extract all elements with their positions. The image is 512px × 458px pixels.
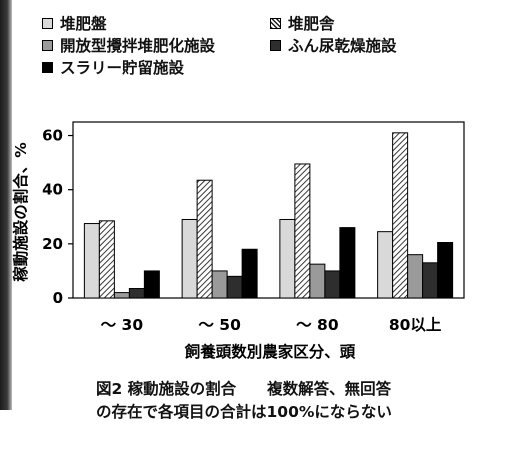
y-tick-label: 0 — [53, 289, 63, 307]
legend-label: ふん尿乾燥施設 — [288, 37, 397, 55]
caption-line-2: の存在で各項目の合計は100%にならない — [96, 403, 392, 421]
legend-swatch — [42, 61, 53, 73]
legend-item: 堆肥舎 — [270, 12, 335, 34]
bar — [181, 218, 198, 299]
bar-chart: 0 20 40 60 ～ 30 ～ 50 ～ 80 80以上 稼動施設の割合、% 飼養頭数別… — [11, 121, 465, 361]
x-tick-label: 80以上 — [389, 316, 442, 334]
legend-swatch — [270, 17, 281, 29]
bar — [211, 270, 228, 299]
figure-caption: 図2 稼動施設の割合 複数解答、無回答 の存在で各項目の合計は100%にならない — [96, 378, 392, 424]
legend-label: 開放型攪拌堆肥化施設 — [60, 37, 216, 55]
legend-swatch — [42, 39, 53, 51]
y-axis-label: 稼動施設の割合、% — [11, 142, 30, 282]
legend-swatch — [270, 39, 281, 51]
x-tick-label: ～ 80 — [296, 316, 339, 334]
bar — [339, 227, 356, 299]
bar — [309, 263, 326, 299]
legend-label: 堆肥盤 — [60, 15, 107, 33]
bar — [241, 248, 258, 299]
legend-item: 堆肥盤 — [42, 12, 107, 34]
y-tick-label: 60 — [42, 127, 63, 145]
legend-item: ふん尿乾燥施設 — [270, 34, 397, 56]
y-tick-label: 40 — [42, 181, 63, 199]
bar — [392, 132, 409, 299]
bar — [226, 275, 243, 299]
bar — [83, 223, 100, 299]
legend-swatch — [42, 17, 53, 29]
bar — [324, 270, 341, 299]
bar — [98, 220, 115, 299]
bar — [128, 288, 145, 299]
bar — [143, 270, 160, 299]
bar — [407, 254, 424, 299]
scan-edge-shadow — [0, 0, 12, 410]
legend-label: 堆肥舎 — [288, 15, 335, 33]
bar-series — [83, 132, 454, 299]
y-axis: 0 20 40 60 — [42, 127, 73, 307]
bar — [196, 179, 213, 299]
x-axis: ～ 30 ～ 50 ～ 80 80以上 — [101, 316, 442, 334]
bar — [377, 231, 394, 299]
x-tick-label: ～ 50 — [198, 316, 241, 334]
y-tick-label: 20 — [42, 235, 63, 253]
bar — [437, 241, 454, 299]
legend-item: 開放型攪拌堆肥化施設 — [42, 34, 215, 56]
bar — [113, 292, 130, 299]
legend-label: スラリー貯留施設 — [60, 59, 185, 77]
bar — [279, 218, 296, 299]
bar — [422, 262, 439, 299]
legend-item: スラリー貯留施設 — [42, 56, 184, 78]
plot-area-frame — [72, 121, 465, 299]
x-tick-label: ～ 30 — [101, 316, 144, 334]
bar — [294, 163, 311, 299]
caption-line-1: 図2 稼動施設の割合 複数解答、無回答 — [96, 380, 392, 398]
x-axis-label: 飼養頭数別農家区分、頭 — [184, 342, 356, 361]
